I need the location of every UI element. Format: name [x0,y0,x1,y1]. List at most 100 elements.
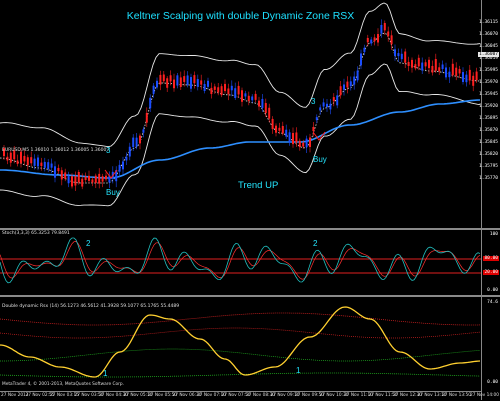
candle-body [20,151,22,164]
candle-body [9,152,12,163]
candle-body [13,150,16,160]
time-axis-label: 27 Nov 13:50 [442,393,471,398]
trend-label: Trend UP [238,180,279,191]
candle-body [264,103,267,114]
candle-body [139,135,141,144]
candle-body [261,98,264,108]
candle-body [394,49,396,56]
time-axis-label: 27 Nov 14:00 [470,393,499,398]
candle-body [145,113,148,123]
stoch-label: Stoch(3,3,3) 65.3253 79.8491 [2,231,70,236]
candle-body [118,164,121,172]
candle-body [50,163,53,168]
candle-body [475,71,478,81]
candle-body [366,37,369,43]
candle-body [380,24,383,34]
candle-body [16,160,19,164]
panel-separator[interactable] [0,295,500,297]
candle-body [292,132,294,145]
candle-body [241,90,243,102]
price-axis-label: 1.36045 [479,44,498,49]
candle-body [448,71,451,78]
candle-body [414,64,417,69]
candle-body [43,161,46,168]
stoch-marker-b: 2 [313,239,318,248]
price-axis-label: 1.35820 [479,152,498,157]
stoch-chart [0,237,481,284]
price-axis-label: 1.36070 [479,32,498,37]
candle-body [156,80,158,88]
candle-body [54,166,56,178]
candle-body [465,74,468,83]
candle-body [397,53,400,57]
candle-body [305,138,308,148]
keltner-lower-band [0,63,481,207]
candle-body [468,69,471,81]
candle-body [162,74,165,82]
candle-body [200,80,203,85]
stoch-main-line [0,237,481,284]
candle-body [94,175,97,183]
rsx-line [0,306,481,378]
candle-body [302,142,305,147]
candle-body [64,172,67,179]
candle-body [142,129,145,133]
candle-body [3,148,5,157]
time-axis-label: 27 Nov 08:30 [246,393,275,398]
stoch-axis-label: 0.00 [487,288,498,293]
candle-body [71,176,73,187]
time-axis-label: 27 Nov 11:50 [368,393,398,398]
time-axis-label: 27 Nov 13:10 [417,393,447,398]
candle-body [115,170,118,182]
candle-body [105,175,107,180]
candle-body [445,67,447,78]
panel-separator[interactable] [0,228,500,230]
buy-arrow-icon [104,169,118,179]
price-axis-label: 1.35895 [479,116,498,121]
time-axis-label: 27 Nov 04:30 [99,393,128,398]
candle-body [30,157,33,164]
candle-body [411,59,413,68]
time-axis-label: 27 Nov 11:10 [344,393,373,398]
candle-body [220,86,223,96]
rsx-panel[interactable]: Double dynamic Rsx (14) 56.1273 46.5612 … [0,297,481,391]
time-axis-label: 27 Nov 09:50 [295,393,324,398]
candle-body [152,85,155,94]
candle-body [91,179,94,183]
price-axis-label: 1.35845 [479,140,498,145]
price-axis[interactable]: 1.36115 1.36070 1.36045 1.36019 1.35995 1.359… [478,0,500,400]
candle-body [421,62,424,71]
candle-body [244,93,247,97]
time-axis[interactable]: 27 Nov 2013 27 Nov 02:55 27 Nov 03:15 27 No… [0,391,499,401]
candle-body [67,176,70,184]
price-axis-label: 1.35770 [479,176,498,181]
candle-body [234,88,237,98]
price-panel[interactable]: Keltner Scalping with double Dynamic Zon… [0,0,481,228]
candle-body [387,31,390,37]
stoch-panel[interactable]: Stoch(3,3,3) 65.3253 79.8491 2 2 [0,230,481,295]
candle-body [295,132,298,143]
current-price-label: 1.36007 [478,52,499,57]
candle-body [173,79,175,89]
rsx-upper-zone-inner [0,327,481,339]
rsx-upper-zone-outer [0,312,481,326]
candle-body [458,69,461,74]
candle-body [159,74,162,85]
candle-body [258,100,260,107]
candle-body [37,157,39,167]
candle-body [77,172,80,183]
candle-body [217,87,220,93]
candle-body [213,86,216,90]
candle-body [326,103,328,108]
stoch-axis-label: 20.00 [483,270,499,275]
chart-title: Keltner Scalping with double Dynamic Zon… [126,10,355,22]
candle-body [88,175,90,181]
time-axis-label: 27 Nov 05:10 [123,393,153,398]
candle-body [183,76,186,82]
candle-body [268,107,271,119]
candle-body [356,70,359,81]
candle-body [315,117,318,121]
candle-body [298,140,301,147]
time-axis-label: 27 Nov 2013 [1,393,29,398]
candle-body [343,84,345,90]
